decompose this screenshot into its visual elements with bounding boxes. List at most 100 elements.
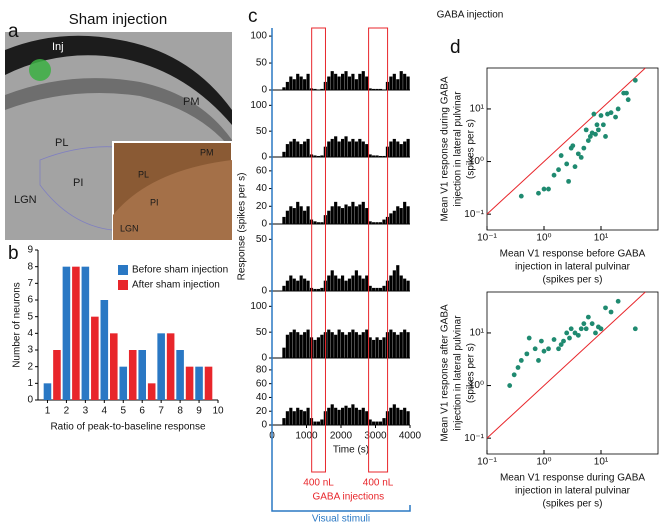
x-tick-label: 10 [212,406,224,417]
histogram-bar [372,339,376,358]
scatter-point [585,138,591,144]
x-tick-label: 4 [102,406,108,417]
histogram-bar [403,407,407,425]
y-axis-label: (spikes per s) [466,119,477,179]
scatter-point [591,111,597,117]
histogram-bar [334,73,338,90]
scatter-point [551,172,557,178]
scatter-point [515,365,521,370]
identity-line [486,291,646,439]
dark-band [5,35,232,125]
y-tick-label: 40 [256,392,268,403]
histogram-bar [382,219,386,224]
histogram-bar [396,265,400,291]
histogram-bar [368,221,372,224]
histogram-bar [361,332,365,358]
histogram-bar [282,285,286,291]
scatter-point [581,145,587,151]
histogram-bar [289,141,293,157]
y-tick-label: 5 [27,311,33,322]
histogram-bar [292,79,296,90]
histogram-bar [337,278,341,291]
histogram-bar [358,275,362,291]
histogram-bar [378,222,383,224]
image-label: PM [183,96,200,108]
scatter-point [598,113,604,118]
histogram-bar [330,270,334,291]
histogram-bar [289,76,293,90]
x-tick-label: 5 [120,406,126,417]
scatter-point [578,154,584,160]
histogram-bar [361,71,365,90]
histogram-bar [396,334,400,358]
histogram-bar [341,275,345,291]
scatter-point [541,348,547,354]
histogram-bar [382,285,386,291]
y-tick-label: 10¹ [470,328,485,339]
histogram-bar [351,73,355,90]
histogram-bar [292,411,296,425]
histogram-bar [399,332,403,358]
y-tick-label: 0 [27,395,33,406]
histogram-bar [378,339,383,358]
y-tick-label: 40 [256,183,268,194]
histogram-bar [396,206,400,224]
x-tick-label: 10⁰ [536,457,551,468]
y-tick-label: 0 [261,353,267,364]
scatter-point [538,338,544,344]
y-tick-label: 60 [256,165,268,176]
histogram-bar [327,329,331,358]
histogram-bar [316,89,320,90]
histogram-bar [347,407,352,425]
histogram-bar [285,280,289,291]
histogram-bar [382,418,386,425]
y-tick-label: 1 [27,378,33,389]
histogram-bar [358,73,362,90]
y-tick-label: 2 [27,361,33,372]
x-tick-label: 9 [196,406,202,417]
x-tick-label: 6 [139,406,145,417]
y-tick-label: 0 [261,420,267,431]
histogram-bar [396,407,400,425]
histogram-bar [285,334,289,358]
histogram-bar [282,418,286,425]
scatter-point [536,190,541,196]
histogram-bar [365,144,369,157]
histogram-bar [358,204,362,224]
y-tick-label: 60 [256,378,268,389]
scatter-point [546,346,551,352]
histogram-bar [399,275,403,291]
image-label: Inj [52,41,64,53]
bar [119,366,128,400]
gray-band [5,78,232,150]
histogram-bar [299,144,303,157]
histogram-bar [347,76,352,90]
histogram-bar [365,275,369,291]
histogram-bar [361,141,365,157]
histogram-bar [403,201,407,224]
histogram-bar [337,76,341,90]
stimulus-caption: Visual stimuli [312,514,370,525]
histogram-bar [327,210,331,224]
histogram-bar [354,407,358,425]
scatter-point [608,110,614,116]
histogram-bar [389,329,393,358]
bar [53,350,61,400]
histogram-bar [316,222,320,224]
plot-frame [486,291,659,455]
bar [128,350,137,400]
histogram-bar [382,155,386,157]
y-axis-label: injection in lateral pulvinar [453,315,464,431]
histogram-bar [341,73,345,90]
scatter-point [585,314,591,320]
x-tick-label: 3 [83,406,89,417]
histogram-bar [316,155,320,157]
histogram-bar [358,409,362,425]
scatter-point [558,153,564,158]
histogram-bar [303,278,307,291]
histogram-bar [282,87,286,90]
histogram-bar [337,329,341,358]
histogram-bar [299,206,303,224]
histogram-bar [313,221,317,224]
scatter-point [564,161,570,167]
